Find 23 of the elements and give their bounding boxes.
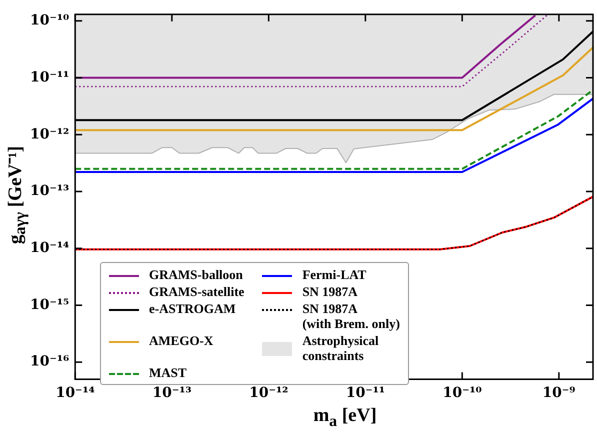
legend-label: Astrophysical constraints bbox=[302, 333, 379, 363]
y-tick-label: 10⁻¹³ bbox=[30, 183, 70, 200]
y-tick-label: 10⁻¹⁶ bbox=[30, 354, 70, 370]
y-tick-label: 10⁻¹¹ bbox=[30, 69, 70, 86]
legend-label: GRAMS-balloon bbox=[149, 267, 243, 282]
x-tick-label: 10⁻¹³ bbox=[152, 385, 192, 402]
y-tick-label: 10⁻¹² bbox=[30, 126, 70, 142]
x-tick-label: 10⁻¹¹ bbox=[346, 385, 385, 402]
legend-label: Fermi-LAT bbox=[302, 267, 366, 282]
legend-label: MAST bbox=[149, 365, 187, 380]
x-tick-label: 10⁻¹⁰ bbox=[442, 385, 482, 402]
x-tick-label: 10⁻⁹ bbox=[542, 385, 576, 402]
x-axis-title: m$_{a}$ [eV] bbox=[313, 405, 377, 431]
y-tick-label: 10⁻¹⁴ bbox=[30, 240, 70, 256]
legend-label: GRAMS-satellite bbox=[149, 284, 244, 299]
y-tick-label: 10⁻¹⁵ bbox=[30, 296, 70, 313]
legend-label: SN 1987A (with Brem. only) bbox=[302, 301, 400, 331]
legend-label: AMEGO-X bbox=[149, 333, 214, 348]
legend-label: e-ASTROGAM bbox=[149, 301, 236, 316]
x-tick-label: 10⁻¹⁴ bbox=[56, 385, 95, 402]
y-tick-label: 10⁻¹⁰ bbox=[30, 12, 70, 29]
x-tick-label: 10⁻¹² bbox=[249, 385, 288, 402]
legend-label: SN 1987A bbox=[302, 284, 358, 299]
